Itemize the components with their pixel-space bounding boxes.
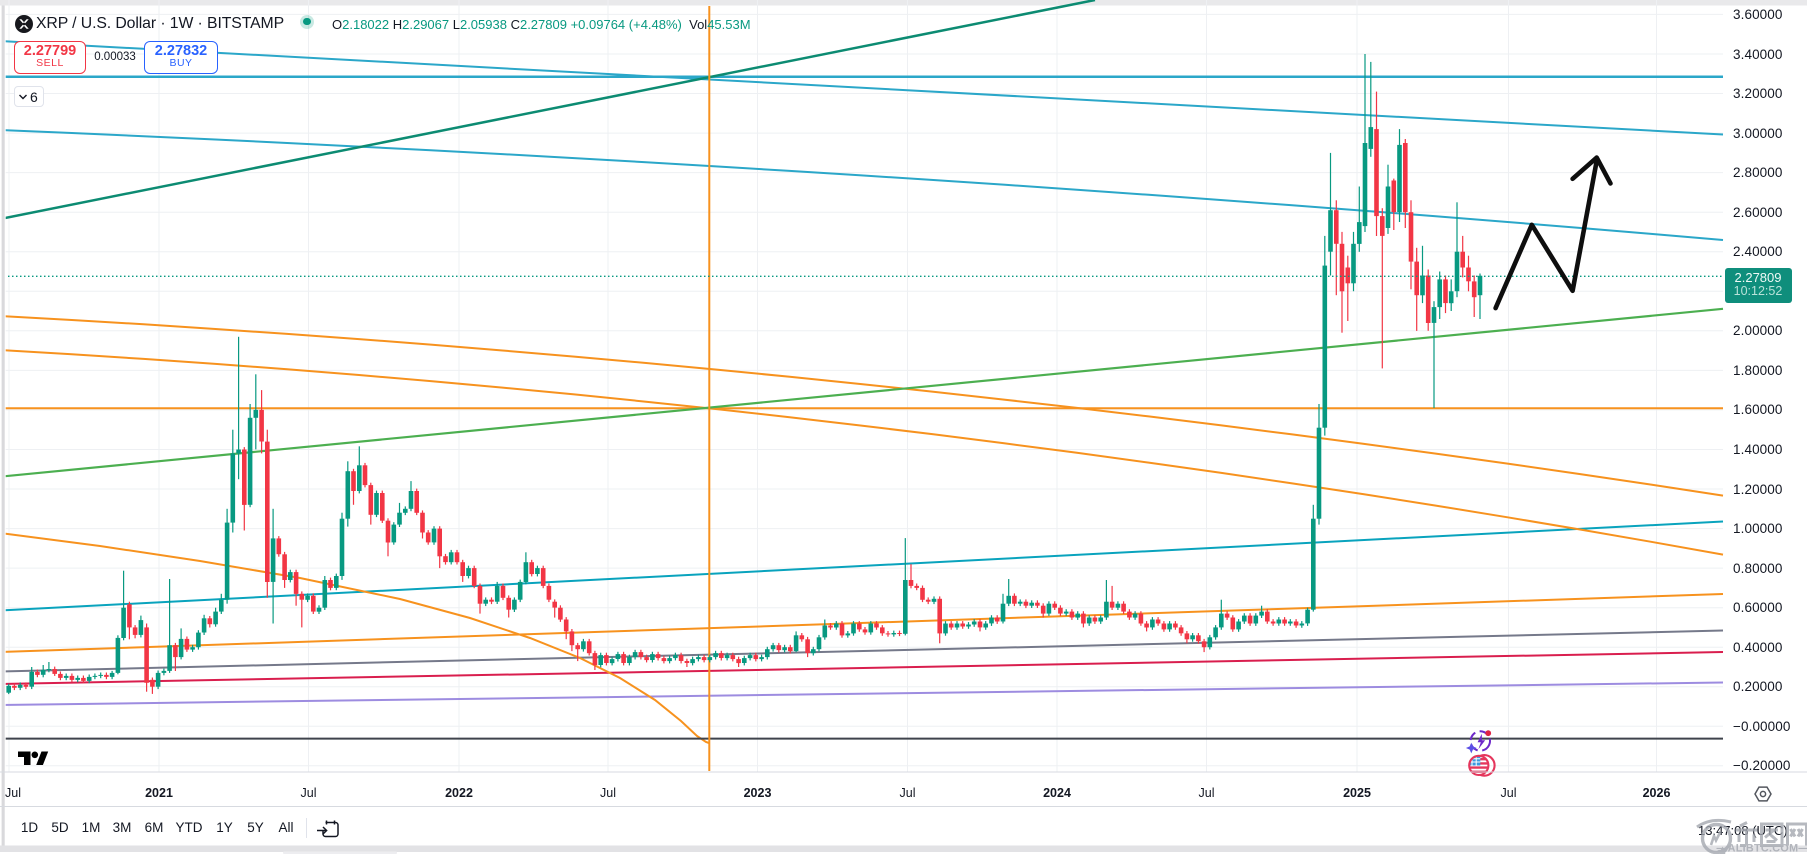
- svg-text:—ALIBTC.COM—: —ALIBTC.COM—: [1717, 843, 1807, 854]
